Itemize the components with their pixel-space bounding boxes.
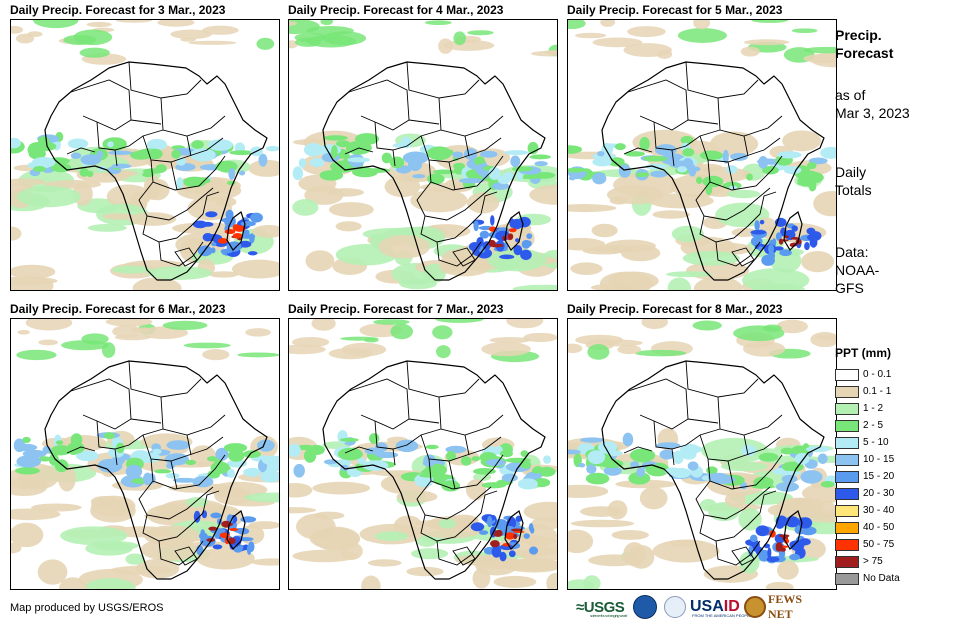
legend-label: 5 - 10	[863, 437, 889, 448]
as-of-date: as of Mar 3, 2023	[835, 86, 910, 122]
legend-swatch	[835, 538, 859, 551]
usaid-seal-icon	[664, 596, 686, 618]
as-of-label: as of	[835, 87, 866, 103]
legend-label: 40 - 50	[863, 522, 895, 533]
legend-item: 0.1 - 1	[835, 383, 900, 400]
usgs-logo-text: ≈USGS	[576, 598, 625, 616]
legend-label: 2 - 5	[863, 420, 884, 431]
legend-item: 50 - 75	[835, 536, 900, 553]
map-credit: Map produced by USGS/EROS	[10, 602, 164, 614]
as-of-value: Mar 3, 2023	[835, 105, 910, 121]
precip-map	[567, 318, 837, 590]
precip-map	[288, 19, 558, 291]
legend-label: 1 - 2	[863, 403, 884, 414]
panel-title: Daily Precip. Forecast for 7 Mar., 2023	[288, 302, 504, 316]
africa-map	[289, 20, 557, 290]
legend: PPT (mm) 0 - 0.1 0.1 - 1 1 - 2 2 - 5 5 -…	[835, 346, 900, 587]
legend-label: 15 - 20	[863, 471, 895, 482]
usaid-logo: USA ID FROM THE AMERICAN PEOPLE	[690, 592, 752, 622]
totals-note: Daily Totals	[835, 163, 872, 199]
data-source-line: GFS	[835, 280, 864, 296]
legend-item: 0 - 0.1	[835, 366, 900, 383]
legend-item: 15 - 20	[835, 468, 900, 485]
usaid-logo-text-a: USA	[690, 598, 724, 615]
usaid-tagline: FROM THE AMERICAN PEOPLE	[692, 613, 752, 618]
forecast-panel: Daily Precip. Forecast for 7 Mar., 2023	[288, 302, 558, 590]
legend-label: 50 - 75	[863, 539, 895, 550]
forecast-panel: Daily Precip. Forecast for 8 Mar., 2023	[567, 302, 837, 590]
africa-map	[568, 20, 836, 290]
noaa-logo-icon	[633, 595, 657, 619]
partner-logos: ≈USGS science for a changing world USA ID…	[576, 592, 826, 622]
precip-map	[10, 318, 280, 590]
legend-swatch	[835, 368, 859, 381]
legend-swatch	[835, 521, 859, 534]
usaid-logo-text-b: ID	[723, 598, 740, 615]
usgs-tagline: science for a changing world	[590, 613, 627, 618]
legend-label: 30 - 40	[863, 505, 895, 516]
legend-swatch	[835, 402, 859, 415]
legend-swatch	[835, 436, 859, 449]
legend-label: 20 - 30	[863, 488, 895, 499]
forecast-panel: Daily Precip. Forecast for 4 Mar., 2023	[288, 3, 558, 291]
panel-title: Daily Precip. Forecast for 4 Mar., 2023	[288, 3, 504, 17]
legend-label: 0.1 - 1	[863, 386, 892, 397]
data-source: Data: NOAA- GFS	[835, 243, 879, 297]
panel-title: Daily Precip. Forecast for 5 Mar., 2023	[567, 3, 783, 17]
panel-title: Daily Precip. Forecast for 8 Mar., 2023	[567, 302, 783, 316]
totals-line: Daily	[835, 164, 867, 180]
africa-map	[11, 20, 279, 290]
legend-swatch	[835, 470, 859, 483]
africa-map	[11, 319, 279, 589]
sidebar-title-line: Precip.	[835, 27, 882, 43]
totals-line: Totals	[835, 182, 872, 198]
legend-swatch	[835, 504, 859, 517]
sidebar-title-line: Forecast	[835, 45, 894, 61]
data-source-line: NOAA-	[835, 262, 880, 278]
legend-label: No Data	[863, 573, 900, 584]
legend-swatch	[835, 572, 859, 585]
africa-map	[289, 319, 557, 589]
sidebar-title: Precip. Forecast	[835, 26, 893, 62]
legend-title: PPT (mm)	[835, 346, 892, 360]
legend-item: 40 - 50	[835, 519, 900, 536]
legend-item: No Data	[835, 570, 900, 587]
africa-map	[568, 319, 836, 589]
legend-swatch	[835, 555, 859, 568]
legend-item: > 75	[835, 553, 900, 570]
usgs-logo: ≈USGS science for a changing world	[576, 592, 627, 622]
legend-item: 5 - 10	[835, 434, 900, 451]
legend-label: 10 - 15	[863, 454, 895, 465]
precip-map	[10, 19, 280, 291]
precip-map	[288, 318, 558, 590]
fews-net-seal-icon	[744, 596, 766, 618]
forecast-panel: Daily Precip. Forecast for 5 Mar., 2023	[567, 3, 837, 291]
legend-label: 0 - 0.1	[863, 369, 892, 380]
legend-swatch	[835, 385, 859, 398]
panel-title: Daily Precip. Forecast for 3 Mar., 2023	[10, 3, 226, 17]
fews-net-logo: FEWS NET	[768, 592, 803, 621]
legend-item: 20 - 30	[835, 485, 900, 502]
legend-item: 2 - 5	[835, 417, 900, 434]
legend-item: 1 - 2	[835, 400, 900, 417]
legend-item: 30 - 40	[835, 502, 900, 519]
precip-map	[567, 19, 837, 291]
legend-item: 10 - 15	[835, 451, 900, 468]
forecast-panel: Daily Precip. Forecast for 3 Mar., 2023	[10, 3, 280, 291]
legend-swatch	[835, 419, 859, 432]
legend-label: > 75	[863, 556, 883, 567]
forecast-panel: Daily Precip. Forecast for 6 Mar., 2023	[10, 302, 280, 590]
legend-swatch	[835, 453, 859, 466]
legend-swatch	[835, 487, 859, 500]
panel-title: Daily Precip. Forecast for 6 Mar., 2023	[10, 302, 226, 316]
data-source-line: Data:	[835, 244, 869, 260]
